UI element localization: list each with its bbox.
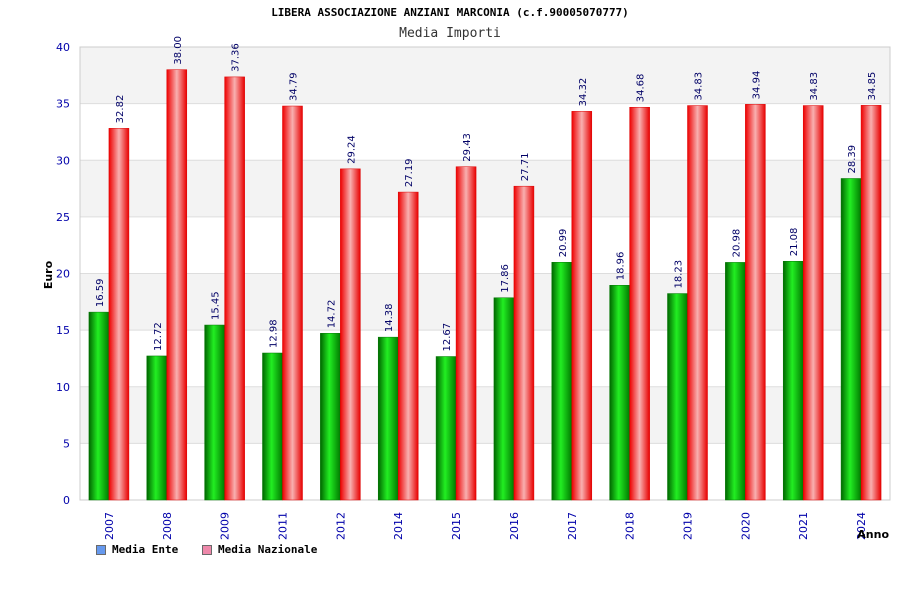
data-label-media-nazionale: 34.83 [809,72,820,101]
x-tick-label: 2021 [797,512,810,540]
legend-swatch-media-ente [96,545,106,555]
data-label-media-nazionale: 34.32 [578,78,589,107]
data-label-media-nazionale: 29.24 [346,135,357,164]
bar-media-nazionale [687,105,708,501]
data-label-media-ente: 16.59 [95,278,106,307]
x-tick-label: 2011 [277,512,290,540]
bar-media-ente [609,285,630,501]
x-tick-label: 2024 [855,512,868,540]
bar-media-ente [204,324,225,501]
bar-media-ente [493,297,515,501]
legend-label-media-nazionale: Media Nazionale [218,543,318,556]
x-tick-label: 2018 [624,512,637,540]
data-label-media-nazionale: 34.79 [289,72,300,101]
bar-media-ente [435,356,457,501]
data-label-media-nazionale: 27.71 [520,153,531,182]
bar-media-nazionale [166,69,188,501]
data-label-media-ente: 18.96 [616,252,627,281]
data-label-media-nazionale: 34.83 [694,72,705,101]
data-label-media-nazionale: 32.82 [115,95,126,124]
bar-media-nazionale [513,185,535,501]
plot-band [80,273,890,331]
bar-media-ente [551,262,573,501]
legend-item-media-ente: Media Ente [96,543,178,556]
data-label-media-nazionale: 34.85 [867,72,878,101]
data-label-media-nazionale: 38.00 [173,36,184,65]
x-tick-label: 2016 [508,512,521,540]
chart-title: LIBERA ASSOCIAZIONE ANZIANI MARCONIA (c.… [271,6,629,19]
x-tick-label: 2008 [161,512,174,540]
data-label-media-ente: 17.86 [500,264,511,293]
bar-media-nazionale [282,105,303,501]
data-label-media-ente: 20.99 [558,229,569,258]
legend-swatch-media-nazionale [202,545,212,555]
bar-media-nazionale [745,104,766,501]
data-label-media-ente: 15.45 [211,291,222,320]
bar-media-nazionale [108,128,130,501]
y-tick-label: 5 [63,437,70,450]
plot-band [80,330,890,387]
data-label-media-nazionale: 34.68 [636,74,647,103]
y-tick-label: 20 [56,268,70,281]
plot-band [80,103,890,161]
plot-band [80,386,890,444]
y-tick-label: 10 [56,381,70,394]
bar-media-ente [725,262,746,501]
bar-media-ente [146,355,168,501]
data-label-media-ente: 21.08 [789,228,800,257]
y-tick-label: 15 [56,324,70,337]
plot-band [80,216,890,274]
bar-media-nazionale [224,76,245,501]
y-tick-label: 0 [63,494,70,507]
data-label-media-nazionale: 29.43 [462,133,473,162]
data-label-media-ente: 12.72 [153,322,164,351]
bar-media-nazionale [802,105,824,501]
y-tick-label: 40 [56,41,70,54]
data-label-media-nazionale: 27.19 [404,158,415,187]
plot-band [80,47,890,104]
y-axis-label: Euro [42,260,55,289]
x-tick-label: 2012 [334,512,347,540]
chart-subtitle: Media Importi [399,26,501,41]
bar-media-ente [667,293,688,501]
x-tick-label: 2017 [566,512,579,540]
bar-media-nazionale [571,111,593,501]
x-tick-label: 2020 [739,512,752,540]
bar-media-ente [320,333,341,501]
plot-band [80,443,890,500]
x-tick-label: 2015 [450,512,463,540]
data-label-media-ente: 28.39 [847,145,858,174]
bar-media-nazionale [629,106,650,501]
legend-label-media-ente: Media Ente [112,543,179,556]
data-label-media-ente: 14.38 [384,304,395,333]
x-tick-label: 2019 [682,512,695,540]
plot-frame [79,46,891,501]
x-axis-label: Anno [857,528,889,541]
bar-media-ente [377,336,399,501]
x-tick-label: 2009 [219,512,232,540]
x-tick-label: 2007 [103,512,116,540]
data-label-media-ente: 12.98 [269,319,280,348]
bar-media-nazionale [397,191,419,501]
data-label-media-nazionale: 37.36 [231,43,242,72]
data-label-media-ente: 14.72 [326,300,337,329]
y-tick-label: 35 [56,98,70,111]
data-label-media-nazionale: 34.94 [751,71,762,100]
bar-media-ente [782,261,804,501]
bar-media-nazionale [455,166,477,501]
bar-media-ente [840,178,862,501]
bar-media-nazionale [860,105,882,501]
data-label-media-ente: 18.23 [674,260,685,289]
data-label-media-ente: 20.98 [731,229,742,258]
y-tick-label: 30 [56,154,70,167]
data-label-media-ente: 12.67 [442,323,453,352]
plot-band [80,160,890,217]
bar-media-ente [262,352,283,501]
bar-media-nazionale [340,168,361,501]
bar-media-ente [88,311,110,501]
legend-item-media-nazionale: Media Nazionale [202,543,317,556]
x-tick-label: 2014 [392,512,405,540]
y-tick-label: 25 [56,211,70,224]
